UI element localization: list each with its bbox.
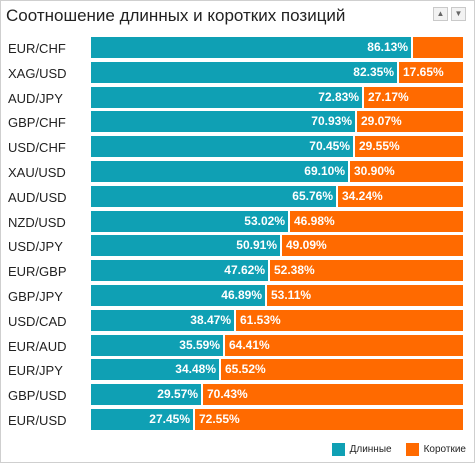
pair-label: GBP/USD [8,388,67,404]
pair-label: GBP/JPY [8,289,63,304]
pair-label: EUR/AUD [8,338,67,354]
bar-track: 27.45% 72.55% [91,409,463,430]
pair-label: EUR/JPY [8,363,63,379]
bar-row: XAG/USD 82.35% 17.65% [1,61,474,86]
bar-row: GBP/JPY 46.89% 53.11% [1,284,474,309]
pair-label: USD/CHF [8,140,66,156]
chart-title: Соотношение длинных и коротких позиций [6,6,346,25]
bar-short: 30.90% [348,161,463,182]
bar-row: EUR/JPY 34.48% 65.52% [1,358,474,383]
bar-long: 82.35% [91,61,397,83]
bar-short: 46.98% [288,210,463,232]
bar-row: NZD/USD 53.02% 46.98% [1,210,474,235]
bar-long: 69.10% [91,161,348,182]
bar-long: 47.62% [91,260,268,282]
pair-label: EUR/CHF [8,41,66,56]
bar-short: 17.65% [397,61,463,83]
bar-track: 47.62% 52.38% [91,260,463,282]
bar-row: USD/CHF 70.45% 29.55% [1,135,474,160]
sort-down-icon[interactable]: ▼ [451,7,466,21]
bar-short: 53.11% [265,285,463,306]
bar-track: 29.57% 70.43% [91,384,463,406]
bar-long: 38.47% [91,309,234,331]
pair-label: XAG/USD [8,65,67,81]
bar-short: 27.17% [362,86,463,108]
bar-row: EUR/AUD 35.59% 64.41% [1,334,474,359]
sort-up-icon[interactable]: ▲ [433,7,448,21]
pair-label: XAU/USD [8,165,66,180]
legend-swatch-long [331,443,345,456]
pair-label: AUD/JPY [8,90,63,106]
bar-row: GBP/USD 29.57% 70.43% [1,383,474,408]
bar-row: USD/JPY 50.91% 49.09% [1,234,474,259]
legend-label-long: Длинные [349,444,392,455]
bar-short: 52.38% [268,260,463,282]
bar-long: 53.02% [91,210,288,232]
legend-swatch-short [405,443,419,456]
legend-item-long: Длинные [331,443,392,456]
bar-track: 72.83% 27.17% [91,86,463,108]
pair-label: GBP/CHF [8,115,66,131]
bar-track: 53.02% 46.98% [91,210,463,232]
pair-label: AUD/USD [8,189,67,205]
bar-long: 35.59% [91,334,223,356]
bar-short: 34.24% [336,185,463,207]
legend-label-short: Короткие [423,444,466,455]
pair-label: USD/CAD [8,313,67,329]
bar-short: 29.55% [353,136,463,158]
bar-short: 72.55% [193,409,463,430]
bar-short: 29.07% [355,111,463,133]
bar-short: 70.43% [201,384,463,406]
sort-controls: ▲ ▼ [433,7,466,21]
pair-label: EUR/USD [8,413,67,428]
bar-short: 64.41% [223,334,463,356]
bar-track: 70.93% 29.07% [91,111,463,133]
bar-long: 72.83% [91,86,362,108]
bar-track: 50.91% 49.09% [91,235,463,257]
bar-track: 34.48% 65.52% [91,359,463,381]
bar-row: USD/CAD 38.47% 61.53% [1,309,474,334]
bar-short: 49.09% [280,235,463,257]
bar-row: GBP/CHF 70.93% 29.07% [1,110,474,135]
pair-label: NZD/USD [8,214,66,230]
bar-track: 86.13% [91,37,463,58]
bar-long: 46.89% [91,285,265,306]
bar-row: AUD/USD 65.76% 34.24% [1,185,474,210]
bar-row: XAU/USD 69.10% 30.90% [1,160,474,185]
bar-row: EUR/GBP 47.62% 52.38% [1,259,474,284]
bar-track: 69.10% 30.90% [91,161,463,182]
bar-row: AUD/JPY 72.83% 27.17% [1,86,474,111]
bar-long: 29.57% [91,384,201,406]
bar-track: 38.47% 61.53% [91,309,463,331]
bar-long: 70.93% [91,111,355,133]
legend: Длинные Короткие [318,443,466,456]
pair-label: USD/JPY [8,239,63,255]
bar-short [411,37,463,58]
bar-long: 27.45% [91,409,193,430]
bar-track: 82.35% 17.65% [91,61,463,83]
bar-track: 65.76% 34.24% [91,185,463,207]
bar-track: 35.59% 64.41% [91,334,463,356]
bar-long: 34.48% [91,359,219,381]
bar-long: 70.45% [91,136,353,158]
bar-short: 61.53% [234,309,463,331]
legend-item-short: Короткие [405,443,466,456]
bar-track: 46.89% 53.11% [91,285,463,306]
bar-row: EUR/USD 27.45% 72.55% [1,408,474,433]
bar-track: 70.45% 29.55% [91,136,463,158]
bar-short: 65.52% [219,359,463,381]
bar-long: 50.91% [91,235,280,257]
bar-row: EUR/CHF 86.13% [1,36,474,61]
bar-long: 65.76% [91,185,336,207]
pair-label: EUR/GBP [8,264,67,280]
bar-long: 86.13% [91,37,411,58]
